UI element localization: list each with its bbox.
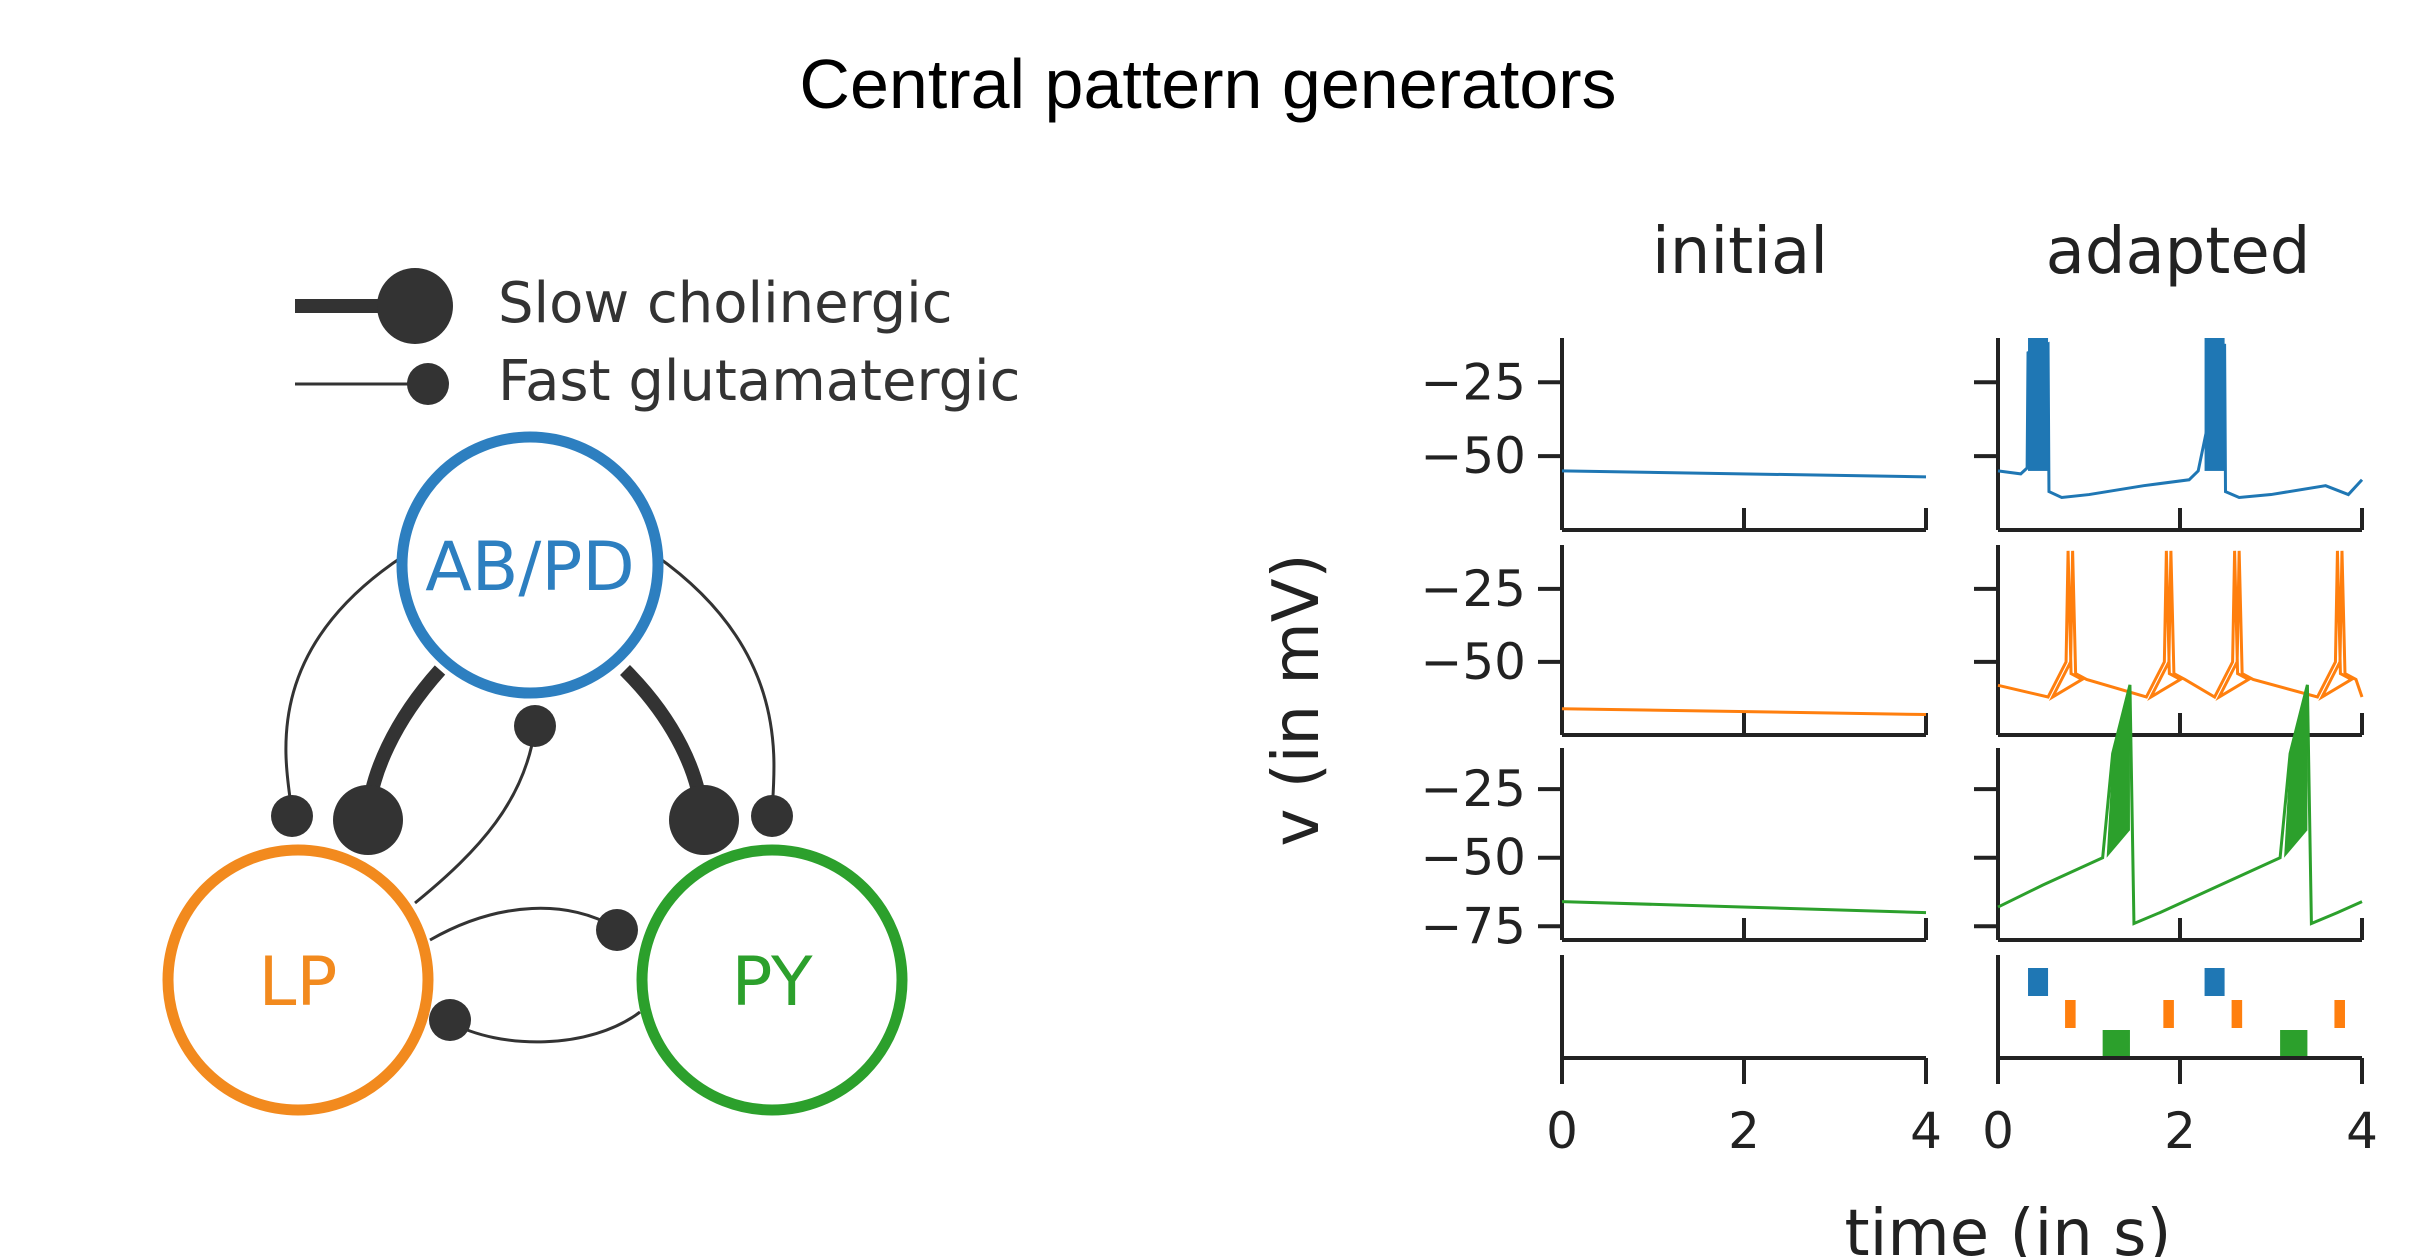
adapted-time-tick-label: 0 xyxy=(1982,1102,2014,1160)
LP-ytick-label: −50 xyxy=(1420,633,1526,691)
abpd-neuron-node xyxy=(396,431,664,699)
lp-py-fast-terminal-icon xyxy=(596,909,638,951)
PY-adapted-burst xyxy=(2284,684,2308,858)
abpd-py-fast-terminal-icon xyxy=(751,795,793,837)
y-axis-label: v (in mV) xyxy=(1260,554,1334,847)
column-title-adapted: adapted xyxy=(2046,215,2311,289)
voltage-trace-chart: initial adapted v (in mV) time (in s) −2… xyxy=(1260,215,2378,1257)
py-neuron-label: PY xyxy=(731,943,813,1022)
initial-time-tick-label: 0 xyxy=(1546,1102,1578,1160)
lp-raster-mark xyxy=(2167,1000,2174,1028)
lp-to-py-fast-connection xyxy=(429,906,617,942)
lp-raster-mark xyxy=(2334,1000,2341,1028)
lp-raster-mark xyxy=(2163,1000,2170,1028)
AB/PD-ytick-label: −25 xyxy=(1420,353,1526,411)
py-to-lp-fast-connection xyxy=(449,1010,641,1044)
PY-adapted-trace xyxy=(1997,684,2363,926)
abpd-neuron-label: AB/PD xyxy=(425,528,634,607)
py-raster-mark xyxy=(2102,1030,2130,1056)
page-title: Central pattern generators xyxy=(799,45,1616,123)
adapted-time-tick-label: 2 xyxy=(2164,1102,2196,1160)
AB/PD-adapted-trace xyxy=(1997,341,2364,500)
initial-time-tick-label: 4 xyxy=(1910,1102,1942,1160)
AB/PD-ytick-label: −50 xyxy=(1420,427,1526,485)
LP-initial-trace xyxy=(1561,707,1927,717)
chart-marks: −25−50−25−50−25−50−750 2 4 0 2 4 xyxy=(1420,338,2378,1160)
py-lp-fast-terminal-icon xyxy=(429,999,471,1041)
lp-neuron-label: LP xyxy=(259,943,338,1022)
network-diagram: AB/PD LP PY xyxy=(162,431,908,1116)
AB/PD-adapted-burst xyxy=(2204,338,2225,471)
PY-initial-trace xyxy=(1561,900,1927,915)
abpd-to-py-fast-connection xyxy=(654,553,776,813)
lp-to-abpd-fast-connection xyxy=(414,727,537,905)
abpd-raster-mark xyxy=(2204,968,2225,996)
slow-synapse-ball-icon xyxy=(377,268,453,344)
legend-fast-label: Fast glutamatergic xyxy=(498,349,1020,414)
lp-raster-mark xyxy=(2065,1000,2072,1028)
synapse-legend: Slow cholinergic Fast glutamatergic xyxy=(295,268,1020,414)
PY-ytick-label: −75 xyxy=(1420,897,1526,955)
PY-ytick-label: −50 xyxy=(1420,829,1526,887)
x-axis-label: time (in s) xyxy=(1845,1197,2172,1257)
py-raster-mark xyxy=(2280,1030,2308,1056)
column-title-initial: initial xyxy=(1652,215,1828,289)
lp-raster-mark xyxy=(2338,1000,2345,1028)
LP-adapted-trace xyxy=(1997,550,2364,701)
lp-abpd-fast-terminal-icon xyxy=(514,705,556,747)
legend-slow-label: Slow cholinergic xyxy=(498,271,953,336)
PY-ytick-label: −25 xyxy=(1420,760,1526,818)
initial-time-tick-label: 2 xyxy=(1728,1102,1760,1160)
abpd-lp-slow-terminal-icon xyxy=(333,785,403,855)
adapted-time-tick-label: 4 xyxy=(2346,1102,2378,1160)
AB/PD-initial-trace xyxy=(1561,469,1927,479)
abpd-raster-mark xyxy=(2028,968,2049,996)
lp-raster-mark xyxy=(2236,1000,2243,1028)
abpd-lp-fast-terminal-icon xyxy=(271,795,313,837)
lp-raster-mark xyxy=(2069,1000,2076,1028)
py-neuron-node xyxy=(636,844,908,1116)
AB/PD-adapted-burst xyxy=(2028,338,2049,471)
abpd-to-lp-fast-connection xyxy=(284,553,406,813)
PY-adapted-burst xyxy=(2106,684,2130,858)
fast-synapse-ball-icon xyxy=(407,363,449,405)
abpd-py-slow-terminal-icon xyxy=(669,785,739,855)
LP-ytick-label: −25 xyxy=(1420,560,1526,618)
lp-neuron-node xyxy=(162,844,434,1116)
lp-raster-mark xyxy=(2231,1000,2238,1028)
